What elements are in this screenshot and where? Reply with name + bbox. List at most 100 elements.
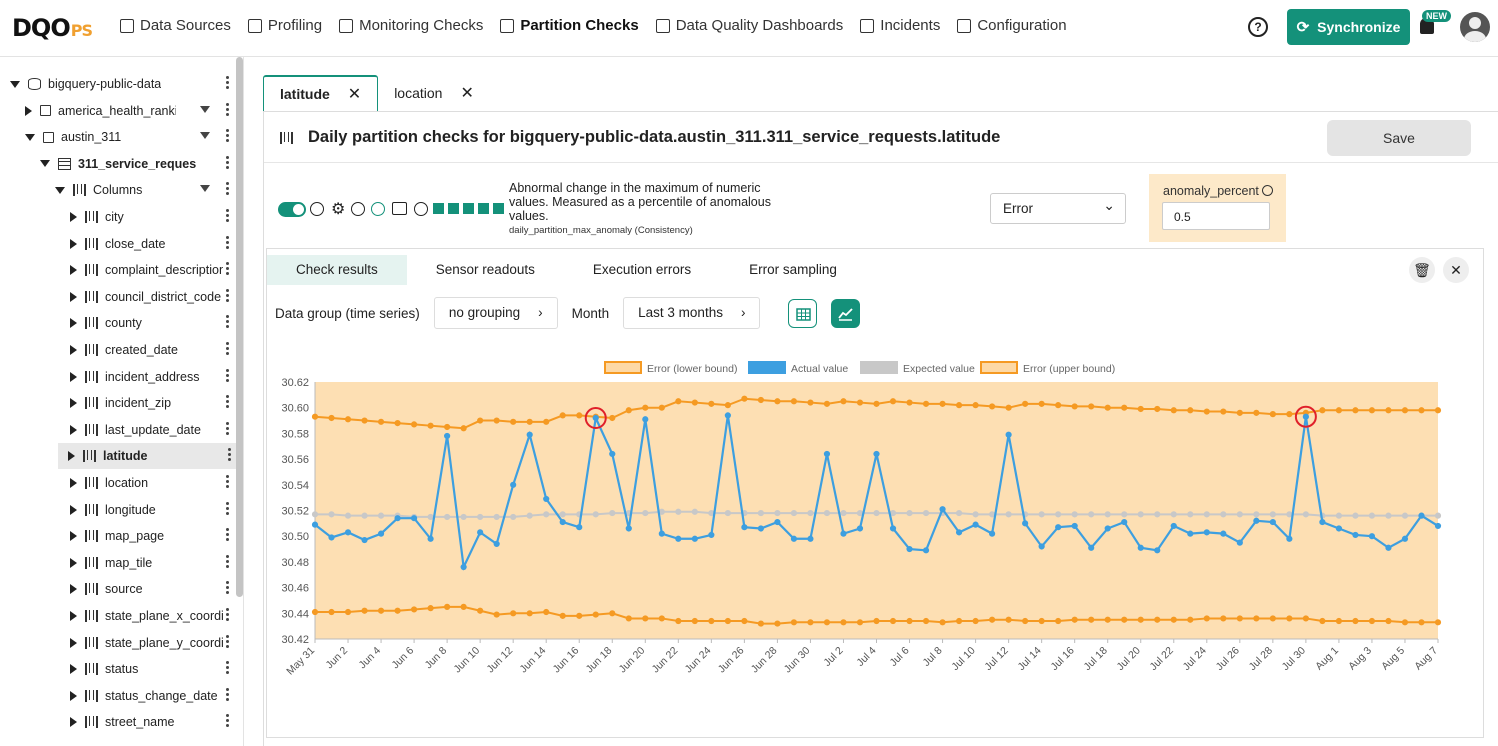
more-options-icon[interactable] bbox=[226, 554, 230, 570]
more-options-icon[interactable] bbox=[228, 448, 232, 463]
tree-item-close-date[interactable]: close_date bbox=[0, 231, 234, 257]
tree-item-america-health-rankings[interactable]: america_health_rankings bbox=[0, 98, 234, 124]
more-options-icon[interactable] bbox=[226, 102, 230, 118]
caret-right-icon[interactable] bbox=[70, 238, 77, 249]
more-options-icon[interactable] bbox=[226, 262, 230, 277]
nav-item-incidents[interactable]: Incidents bbox=[860, 17, 940, 34]
more-options-icon[interactable] bbox=[226, 714, 230, 729]
caret-right-icon[interactable] bbox=[70, 531, 77, 542]
tree-item-council-district-code[interactable]: council_district_code bbox=[0, 284, 234, 310]
more-options-icon[interactable] bbox=[226, 315, 230, 330]
more-options-icon[interactable] bbox=[226, 581, 230, 596]
tree-item-status[interactable]: status bbox=[0, 656, 234, 682]
more-options-icon[interactable] bbox=[226, 421, 230, 437]
more-options-icon[interactable] bbox=[226, 368, 230, 384]
tree-item-austin-311[interactable]: austin_311 bbox=[0, 124, 234, 150]
more-options-icon[interactable] bbox=[226, 235, 230, 251]
more-options-icon[interactable] bbox=[226, 155, 230, 171]
caret-right-icon[interactable] bbox=[70, 371, 77, 382]
caret-right-icon[interactable] bbox=[70, 424, 77, 435]
caret-right-icon[interactable] bbox=[70, 611, 77, 621]
caret-right-icon[interactable] bbox=[68, 451, 75, 462]
tree-item-location[interactable]: location bbox=[0, 470, 234, 496]
month-select[interactable]: Last 3 months › bbox=[623, 297, 761, 329]
caret-right-icon[interactable] bbox=[70, 690, 77, 701]
more-options-icon[interactable] bbox=[226, 634, 230, 650]
caret-down-icon[interactable] bbox=[55, 186, 65, 194]
caret-right-icon[interactable] bbox=[70, 398, 77, 409]
more-options-icon[interactable] bbox=[226, 209, 230, 224]
tree-item-last-update-date[interactable]: last_update_date bbox=[0, 417, 234, 443]
tree-item-columns[interactable]: Columns bbox=[0, 177, 234, 203]
tree-item-source[interactable]: source bbox=[0, 576, 234, 602]
tree-item-status-change-date[interactable]: status_change_date bbox=[0, 683, 234, 709]
dqops-logo[interactable]: DQOPS bbox=[12, 14, 93, 42]
tree-item-city[interactable]: city bbox=[0, 204, 234, 230]
caret-right-icon[interactable] bbox=[25, 105, 32, 116]
check-enabled-toggle[interactable] bbox=[278, 202, 306, 217]
results-tab-sensor-readouts[interactable]: Sensor readouts bbox=[435, 262, 535, 277]
data-group-select[interactable]: no grouping › bbox=[433, 297, 558, 329]
caret-right-icon[interactable] bbox=[70, 345, 77, 355]
more-options-icon[interactable] bbox=[226, 288, 230, 304]
results-tab-check-results[interactable]: Check results bbox=[267, 255, 407, 285]
more-options-icon[interactable] bbox=[226, 475, 230, 490]
run-check-icon[interactable] bbox=[371, 202, 385, 216]
caret-right-icon[interactable] bbox=[70, 584, 77, 595]
more-options-icon[interactable] bbox=[226, 661, 230, 676]
more-options-icon[interactable] bbox=[226, 687, 230, 703]
caret-down-icon[interactable] bbox=[10, 80, 20, 88]
nav-item-profiling[interactable]: Profiling bbox=[247, 17, 322, 34]
caret-right-icon[interactable] bbox=[70, 318, 77, 329]
caret-right-icon[interactable] bbox=[70, 478, 77, 488]
close-tab-icon[interactable]: ✕ bbox=[347, 86, 362, 103]
caret-right-icon[interactable] bbox=[70, 664, 77, 675]
tree-item-latitude[interactable]: latitude bbox=[58, 443, 236, 470]
tree-item-state-plane-y-coordi[interactable]: state_plane_y_coordi bbox=[0, 630, 234, 656]
severity-select[interactable]: Error bbox=[990, 193, 1126, 224]
caret-right-icon[interactable] bbox=[70, 212, 77, 222]
caret-right-icon[interactable] bbox=[70, 291, 77, 302]
filter-icon[interactable] bbox=[200, 132, 210, 140]
caret-right-icon[interactable] bbox=[70, 504, 77, 515]
more-options-icon[interactable] bbox=[226, 395, 230, 410]
clock-icon[interactable] bbox=[351, 202, 365, 216]
tree-item-311-service-requests[interactable]: 311_service_requests bbox=[0, 151, 234, 177]
synchronize-button[interactable]: ⟳ Synchronize bbox=[1287, 9, 1410, 45]
tree-item-longitude[interactable]: longitude bbox=[0, 497, 234, 523]
list-icon[interactable] bbox=[392, 202, 407, 215]
caret-down-icon[interactable] bbox=[40, 160, 50, 168]
delete-icon[interactable]: 🗑 bbox=[1409, 257, 1435, 283]
more-options-icon[interactable] bbox=[226, 501, 230, 517]
more-options-icon[interactable] bbox=[226, 342, 230, 357]
tree-item-created-date[interactable]: created_date bbox=[0, 337, 234, 363]
tree-item-state-plane-x-coordi[interactable]: state_plane_x_coordi bbox=[0, 603, 234, 629]
caret-down-icon[interactable] bbox=[25, 133, 35, 141]
tree-item-complaint-description[interactable]: complaint_description bbox=[0, 257, 234, 283]
results-tab-error-sampling[interactable]: Error sampling bbox=[749, 262, 837, 277]
stop-icon[interactable] bbox=[310, 202, 324, 216]
gear-icon[interactable]: ⚙ bbox=[331, 201, 346, 218]
notifications-bell-icon[interactable] bbox=[1420, 18, 1434, 34]
anomaly-percent-input[interactable]: 0.5 bbox=[1162, 202, 1270, 230]
tree-item-map-tile[interactable]: map_tile bbox=[0, 550, 234, 576]
nav-item-data-sources[interactable]: Data Sources bbox=[120, 17, 231, 34]
caret-right-icon[interactable] bbox=[70, 717, 77, 728]
close-tab-icon[interactable]: ✕ bbox=[460, 85, 474, 102]
nav-item-monitoring-checks[interactable]: Monitoring Checks bbox=[339, 17, 483, 34]
filter-icon[interactable] bbox=[200, 185, 210, 193]
sidebar-scrollbar[interactable] bbox=[236, 57, 243, 597]
tree-item-street-name[interactable]: street_name bbox=[0, 709, 234, 735]
info-icon[interactable] bbox=[414, 202, 428, 216]
caret-right-icon[interactable] bbox=[70, 557, 77, 568]
help-icon[interactable]: ? bbox=[1248, 17, 1268, 37]
table-view-icon[interactable] bbox=[788, 298, 818, 328]
nav-item-partition-checks[interactable]: Partition Checks bbox=[500, 17, 639, 34]
nav-item-data-quality-dashboards[interactable]: Data Quality Dashboards bbox=[655, 17, 843, 34]
tree-item-county[interactable]: county bbox=[0, 310, 234, 336]
chart-view-icon[interactable] bbox=[831, 298, 861, 328]
more-options-icon[interactable] bbox=[226, 528, 230, 543]
tab-location[interactable]: location ✕ bbox=[378, 75, 490, 111]
tree-item-incident-zip[interactable]: incident_zip bbox=[0, 390, 234, 416]
tree-item-bigquery-public-data[interactable]: bigquery-public-data bbox=[0, 71, 234, 97]
